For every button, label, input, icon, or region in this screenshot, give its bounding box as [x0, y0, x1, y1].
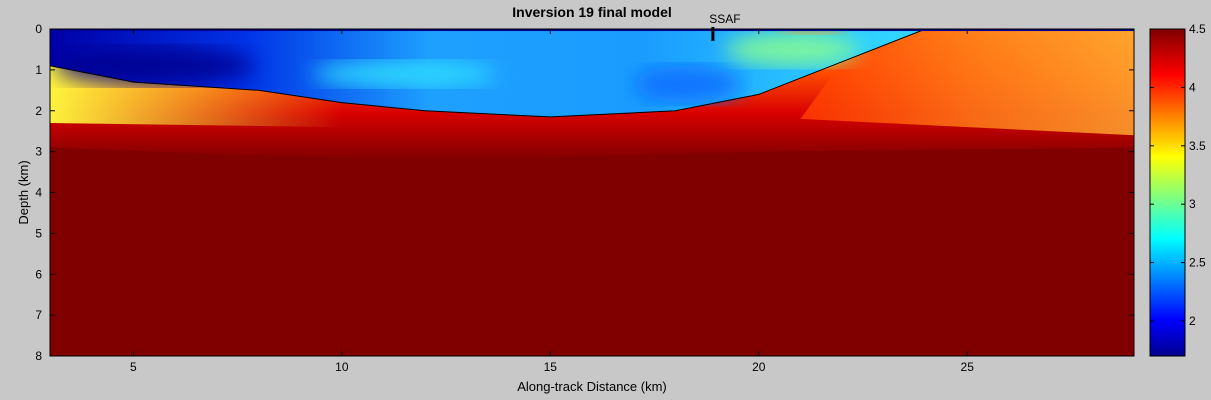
colorbar-tick-label: 4.5: [1189, 22, 1206, 36]
y-tick-label: 2: [35, 104, 42, 118]
y-tick-label: 5: [35, 226, 42, 240]
x-tick-label: 5: [130, 360, 137, 374]
x-tick-label: 20: [752, 360, 766, 374]
y-tick-label: 6: [35, 267, 42, 281]
y-tick-label: 3: [35, 145, 42, 159]
y-tick-label: 4: [35, 186, 42, 200]
y-tick-label: 1: [35, 63, 42, 77]
colorbar-tick-label: 3: [1189, 197, 1196, 211]
y-tick-label: 7: [35, 308, 42, 322]
colorbar-scale: [1149, 28, 1186, 357]
basin-anomaly-2: [312, 61, 497, 87]
colorbar-tick-label: 4: [1189, 80, 1196, 94]
y-axis-title: Depth (km): [16, 160, 31, 224]
basin-velocity-variations: [54, 29, 859, 103]
colorbar-tick-label: 2.5: [1189, 256, 1206, 270]
x-axis-title: Along-track Distance (km): [517, 379, 667, 394]
basin-anomaly-1: [54, 47, 255, 85]
plot-area: [50, 29, 1134, 356]
y-tick-label: 0: [35, 22, 42, 36]
right-shallow-zone: [800, 29, 1134, 136]
x-tick-label: 25: [961, 360, 975, 374]
ssaf-marker: SSAF: [709, 12, 741, 41]
basin-boundary-line: [50, 29, 926, 118]
colorbar-ticks: 2 2.5 3 3.5 4 4.5: [1150, 22, 1206, 328]
ssaf-label: SSAF: [709, 12, 740, 26]
sedimentary-basin: [50, 29, 1134, 117]
chart-title: Inversion 19 final model: [512, 4, 672, 20]
basin-anomaly-4: [725, 33, 859, 66]
x-tick-label: 10: [335, 360, 349, 374]
y-axis: 0 1 2 3 4 5 6 7 8: [35, 22, 1134, 363]
colorbar: 2 2.5 3 3.5 4 4.5: [1149, 22, 1206, 357]
basin-anomaly-3: [633, 65, 743, 103]
y-tick-label: 8: [35, 349, 42, 363]
x-axis: 5 10 15 20 25: [130, 29, 974, 374]
colorbar-tick-label: 3.5: [1189, 139, 1206, 153]
x-tick-label: 15: [544, 360, 558, 374]
colorbar-tick-label: 2: [1189, 314, 1196, 328]
surface-layer: [50, 29, 1134, 32]
